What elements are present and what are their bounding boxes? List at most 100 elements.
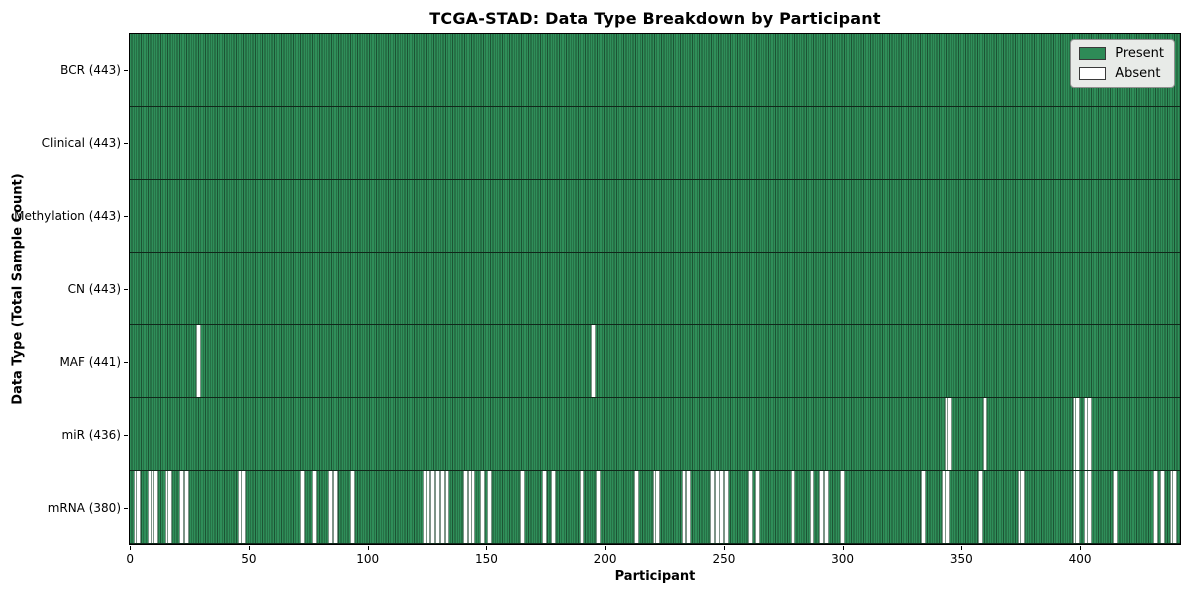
heatmap-row-mir bbox=[130, 398, 1180, 472]
absent-stripe bbox=[425, 471, 431, 543]
x-tick-mark bbox=[486, 546, 488, 550]
legend-swatch-absent bbox=[1079, 67, 1107, 80]
absent-stripe bbox=[591, 325, 597, 398]
absent-stripe bbox=[551, 471, 557, 543]
absent-stripe bbox=[444, 471, 450, 543]
absent-stripe bbox=[1020, 471, 1026, 543]
absent-stripe bbox=[840, 471, 846, 543]
absent-stripe bbox=[328, 471, 334, 543]
x-tick-mark bbox=[367, 546, 369, 550]
legend-label: Present bbox=[1115, 46, 1164, 61]
x-tick-label: 200 bbox=[593, 552, 617, 566]
absent-stripe bbox=[1086, 398, 1092, 471]
x-tick-mark bbox=[605, 546, 607, 550]
x-tick-mark bbox=[1080, 546, 1082, 550]
y-tick-mark bbox=[124, 508, 128, 510]
absent-stripe bbox=[724, 471, 730, 543]
x-tick-mark bbox=[842, 546, 844, 550]
x-tick-label: 350 bbox=[949, 552, 973, 566]
absent-stripe bbox=[681, 471, 687, 543]
absent-stripe bbox=[714, 471, 720, 543]
heatmap-row-methylation bbox=[130, 179, 1180, 253]
y-tick-mark bbox=[124, 435, 128, 437]
absent-stripe bbox=[1153, 471, 1159, 543]
absent-stripe bbox=[1086, 471, 1092, 543]
absent-stripe bbox=[977, 471, 983, 543]
x-tick-mark bbox=[130, 546, 132, 550]
absent-stripe bbox=[349, 471, 355, 543]
x-tick-label: 250 bbox=[712, 552, 736, 566]
absent-stripe bbox=[755, 471, 760, 543]
absent-stripe bbox=[240, 471, 246, 543]
x-tick-label: 50 bbox=[241, 552, 257, 566]
y-tick-label: miR (436) bbox=[61, 428, 121, 443]
legend-entry-present: Present bbox=[1079, 46, 1164, 61]
absent-stripe bbox=[1112, 471, 1118, 543]
absent-stripe bbox=[809, 471, 815, 543]
x-tick-label: 150 bbox=[474, 552, 498, 566]
absent-stripe bbox=[823, 471, 829, 543]
legend-entry-absent: Absent bbox=[1079, 66, 1164, 81]
x-tick-label: 300 bbox=[831, 552, 855, 566]
legend: Present Absent bbox=[1070, 39, 1175, 88]
y-tick-mark bbox=[124, 215, 128, 217]
absent-stripe bbox=[709, 471, 715, 543]
y-tick-mark bbox=[124, 142, 128, 144]
absent-stripe bbox=[1172, 471, 1178, 543]
x-axis-label: Participant bbox=[614, 569, 696, 584]
absent-stripe bbox=[311, 471, 317, 543]
absent-stripe bbox=[1075, 471, 1080, 543]
x-tick-label: 0 bbox=[126, 552, 135, 566]
absent-stripe bbox=[333, 471, 338, 543]
absent-stripe bbox=[1160, 471, 1166, 543]
y-tick-label: MAF (441) bbox=[59, 355, 121, 370]
absent-stripe bbox=[439, 471, 445, 543]
plot-area: Present Absent bbox=[129, 33, 1181, 545]
y-tick-label: Methylation (443) bbox=[14, 208, 121, 223]
legend-swatch-present bbox=[1079, 47, 1107, 60]
heatmap-row-clinical bbox=[130, 106, 1180, 180]
absent-stripe bbox=[790, 471, 796, 543]
absent-stripe bbox=[947, 398, 952, 471]
chart-title: TCGA-STAD: Data Type Breakdown by Partic… bbox=[429, 9, 881, 28]
y-tick-label: CN (443) bbox=[67, 282, 121, 296]
y-tick-mark bbox=[124, 69, 128, 71]
absent-stripe bbox=[719, 471, 725, 543]
absent-stripe bbox=[982, 398, 988, 471]
absent-stripe bbox=[655, 471, 661, 543]
absent-stripe bbox=[167, 471, 173, 543]
x-tick-mark bbox=[248, 546, 250, 550]
absent-stripe bbox=[153, 471, 158, 543]
absent-stripe bbox=[686, 471, 692, 543]
absent-stripe bbox=[463, 471, 469, 543]
absent-stripe bbox=[195, 325, 201, 398]
legend-label: Absent bbox=[1115, 66, 1161, 81]
absent-stripe bbox=[541, 471, 547, 543]
x-tick-label: 400 bbox=[1068, 552, 1092, 566]
absent-stripe bbox=[179, 471, 184, 543]
absent-stripe bbox=[183, 471, 189, 543]
y-tick-mark bbox=[124, 289, 128, 290]
y-tick-mark bbox=[124, 362, 128, 364]
absent-stripe bbox=[579, 471, 585, 543]
absent-stripe bbox=[920, 471, 926, 543]
y-tick-label: Clinical (443) bbox=[41, 135, 121, 150]
y-tick-label: mRNA (380) bbox=[47, 501, 121, 516]
absent-stripe bbox=[520, 471, 526, 543]
y-tick-label: BCR (443) bbox=[60, 62, 121, 77]
absent-stripe bbox=[480, 471, 485, 543]
absent-stripe bbox=[435, 471, 440, 543]
absent-stripe bbox=[470, 471, 476, 543]
heatmap-row-bcr bbox=[130, 34, 1180, 107]
x-tick-label: 100 bbox=[356, 552, 380, 566]
absent-stripe bbox=[596, 471, 602, 543]
absent-stripe bbox=[944, 471, 950, 543]
absent-stripe bbox=[747, 471, 753, 543]
absent-stripe bbox=[136, 471, 142, 543]
absent-stripe bbox=[487, 471, 493, 543]
x-tick-mark bbox=[723, 546, 725, 550]
absent-stripe bbox=[1075, 398, 1080, 471]
heatmap-row-maf bbox=[130, 325, 1180, 399]
heatmap-row-cn bbox=[130, 252, 1180, 326]
